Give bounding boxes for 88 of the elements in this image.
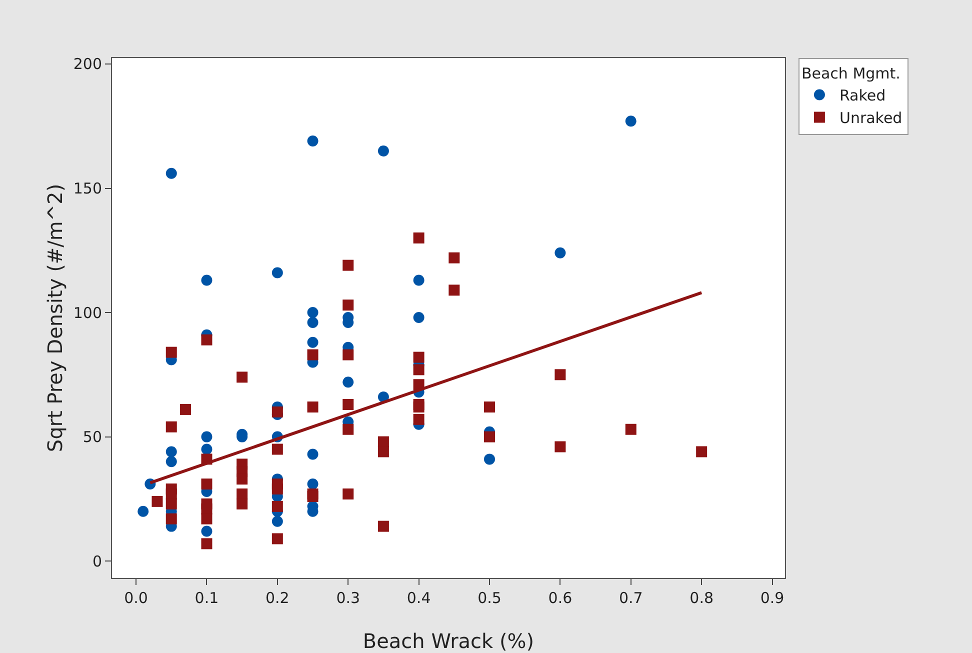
x-tick-label: 0.1 xyxy=(194,589,219,607)
point xyxy=(272,267,283,278)
point xyxy=(378,520,389,532)
point xyxy=(413,232,424,244)
legend-label: Unraked xyxy=(839,109,902,128)
point xyxy=(307,316,318,328)
point xyxy=(307,136,318,147)
x-tick-label: 0.8 xyxy=(690,589,714,607)
point xyxy=(201,274,212,286)
x-tick-label: 0.3 xyxy=(336,589,360,607)
point xyxy=(342,424,354,435)
point xyxy=(484,401,495,412)
y-axis-title: Sqrt Prey Density (#/m^2) xyxy=(43,184,67,452)
y-tick-label: 150 xyxy=(73,180,102,198)
point xyxy=(554,369,566,380)
point xyxy=(307,401,318,412)
point xyxy=(378,446,389,458)
point xyxy=(342,399,354,410)
point xyxy=(201,538,212,550)
point xyxy=(201,526,212,537)
point xyxy=(413,312,424,323)
y-tick-label: 100 xyxy=(73,304,102,322)
y-tick-label: 0 xyxy=(92,552,102,570)
x-tick-label: 0.4 xyxy=(406,589,431,607)
point xyxy=(413,364,424,376)
point xyxy=(272,444,283,455)
point xyxy=(236,474,248,485)
point xyxy=(201,478,212,490)
point xyxy=(138,506,149,517)
point xyxy=(307,336,318,348)
y-tick-label: 200 xyxy=(73,55,102,74)
point xyxy=(413,274,424,286)
point xyxy=(307,490,318,502)
point xyxy=(307,478,318,490)
point xyxy=(413,401,424,412)
x-tick-label: 0.6 xyxy=(548,589,572,607)
x-tick-label: 0.0 xyxy=(124,589,148,607)
point xyxy=(413,352,424,363)
legend-title: Beach Mgmt. xyxy=(801,64,900,82)
point xyxy=(166,488,177,500)
point xyxy=(201,444,212,455)
point xyxy=(201,431,212,442)
point xyxy=(696,446,708,458)
point xyxy=(166,446,177,458)
point xyxy=(554,247,566,258)
point xyxy=(342,349,354,360)
x-tick-label: 0.7 xyxy=(618,589,643,607)
point xyxy=(201,334,212,346)
point xyxy=(554,441,566,452)
point xyxy=(625,424,636,435)
x-axis-title: Beach Wrack (%) xyxy=(362,629,534,653)
point xyxy=(201,513,212,524)
point xyxy=(201,503,212,514)
point xyxy=(166,346,177,358)
point xyxy=(272,406,283,418)
point xyxy=(272,484,283,495)
point xyxy=(307,349,318,360)
x-tick-label: 0.9 xyxy=(760,589,784,607)
point xyxy=(484,431,495,442)
point xyxy=(342,300,354,311)
point xyxy=(272,533,283,544)
point xyxy=(378,145,389,156)
x-tick-label: 0.2 xyxy=(265,589,290,607)
point xyxy=(236,488,248,500)
point xyxy=(448,252,460,264)
point xyxy=(166,421,177,432)
point xyxy=(166,456,177,468)
point xyxy=(236,498,248,510)
point xyxy=(307,307,318,318)
point xyxy=(166,168,177,179)
point xyxy=(307,448,318,460)
point xyxy=(272,516,283,527)
point xyxy=(342,260,354,271)
point xyxy=(413,414,424,425)
point xyxy=(166,513,177,524)
point xyxy=(342,488,354,500)
x-tick-label: 0.5 xyxy=(478,589,502,607)
point xyxy=(342,376,354,388)
legend-label: Raked xyxy=(839,86,886,105)
point xyxy=(448,284,460,296)
point xyxy=(625,116,636,127)
point xyxy=(166,498,177,510)
point xyxy=(236,372,248,383)
y-tick-label: 50 xyxy=(82,428,102,446)
point xyxy=(484,454,495,465)
point xyxy=(180,404,192,415)
point xyxy=(152,496,163,507)
point xyxy=(272,500,283,512)
